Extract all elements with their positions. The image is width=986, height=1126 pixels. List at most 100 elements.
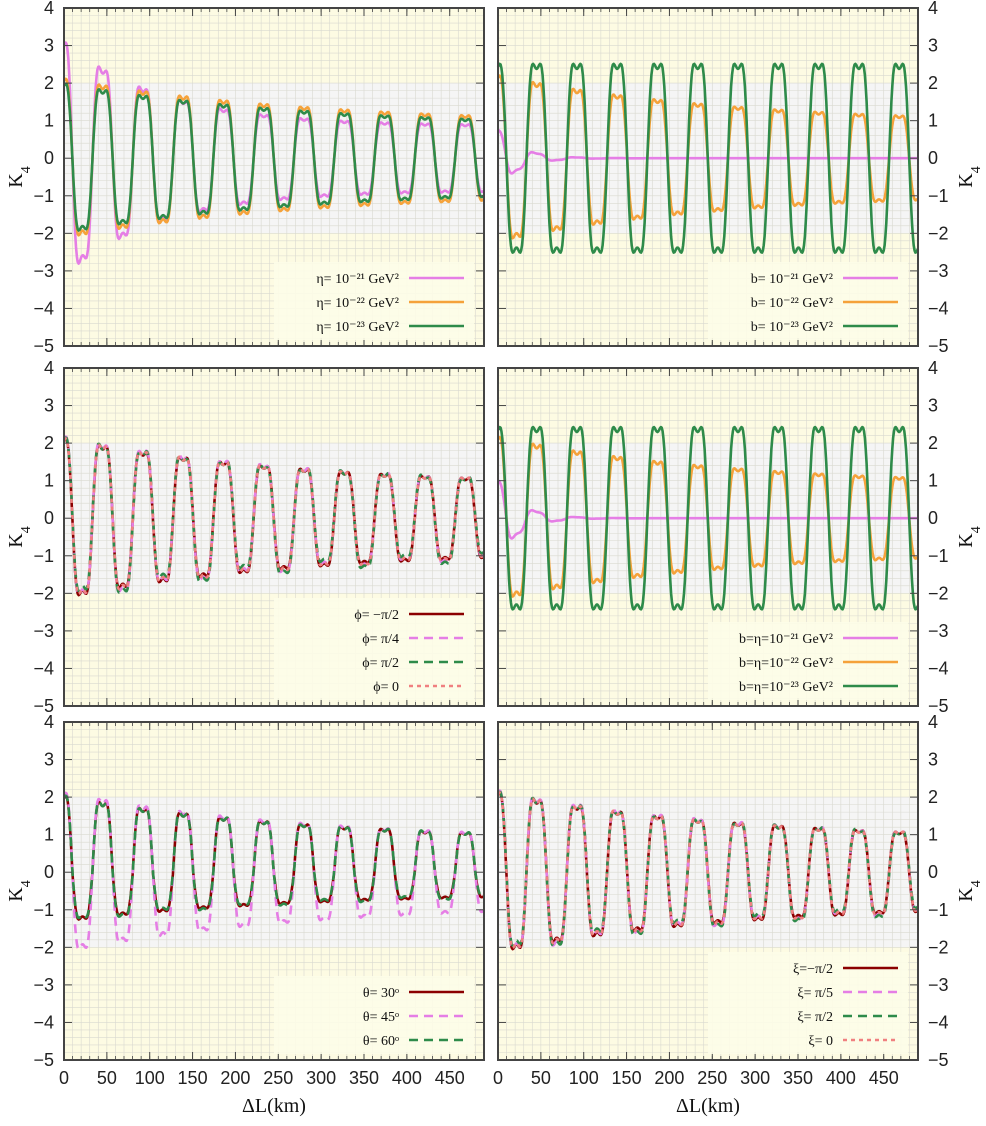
y-tick-label: −3 <box>928 261 949 281</box>
x-tick-label: 150 <box>612 1068 642 1088</box>
y-tick-label: 1 <box>928 111 938 131</box>
series-line-4 <box>62 437 485 596</box>
y-axis-title-main: K <box>955 887 977 902</box>
y-axis-title-main: K <box>955 533 977 548</box>
x-tick-label: 350 <box>349 1068 379 1088</box>
x-tick-label: 50 <box>531 1068 551 1088</box>
series-line-4 <box>496 791 919 950</box>
y-axis-title: K4 <box>5 166 34 187</box>
x-tick-label: 400 <box>826 1068 856 1088</box>
y-tick-label: −4 <box>33 1012 54 1032</box>
y-axis-title: K4 <box>955 526 984 547</box>
y-tick-label: 3 <box>928 396 938 416</box>
x-tick-label: 300 <box>306 1068 336 1088</box>
y-tick-label: −1 <box>33 186 54 206</box>
y-tick-label: −5 <box>33 336 54 356</box>
y-tick-label: −4 <box>928 658 949 678</box>
x-tick-label: 0 <box>493 1068 503 1088</box>
y-tick-label: −5 <box>928 336 949 356</box>
y-axis-title-main: K <box>5 533 27 548</box>
x-tick-label: 300 <box>740 1068 770 1088</box>
series-line-3 <box>496 62 920 254</box>
x-tick-label: 100 <box>135 1068 165 1088</box>
y-tick-label: 0 <box>928 862 938 882</box>
y-tick-label: 4 <box>928 0 938 18</box>
x-tick-label: 400 <box>392 1068 422 1088</box>
y-tick-label: −2 <box>33 937 54 957</box>
y-tick-label: −2 <box>928 223 949 243</box>
y-tick-label: −1 <box>928 186 949 206</box>
x-tick-label: 50 <box>97 1068 117 1088</box>
y-tick-label: 0 <box>44 862 54 882</box>
y-axis-title: K4 <box>5 880 34 901</box>
y-tick-label: −1 <box>33 900 54 920</box>
legend-label: ξ= 0 <box>808 1034 833 1049</box>
legend-label: η= 10⁻²³ GeV² <box>316 320 399 335</box>
y-axis-title: K4 <box>5 526 34 547</box>
y-tick-label: −3 <box>928 975 949 995</box>
y-tick-label: −4 <box>33 298 54 318</box>
legend-label: ϕ= 0 <box>373 680 399 695</box>
legend-label: b= 10⁻²² GeV² <box>751 296 833 311</box>
x-tick-label: 100 <box>569 1068 599 1088</box>
y-tick-label: 0 <box>44 148 54 168</box>
y-tick-label: 2 <box>44 433 54 453</box>
y-tick-label: 0 <box>928 148 938 168</box>
y-tick-label: 3 <box>928 750 938 770</box>
legend-label: η= 10⁻²² GeV² <box>316 296 399 311</box>
x-tick-label: 450 <box>869 1068 899 1088</box>
panel-frame <box>497 7 919 347</box>
legend-label: ϕ= π/2 <box>362 656 399 671</box>
legend-label: b= 10⁻²³ GeV² <box>751 320 833 335</box>
x-tick-label: 450 <box>435 1068 465 1088</box>
panel-frame <box>497 721 919 1061</box>
y-tick-label: −3 <box>33 975 54 995</box>
y-tick-label: −1 <box>33 546 54 566</box>
y-tick-label: 2 <box>928 433 938 453</box>
x-tick-label: 350 <box>783 1068 813 1088</box>
y-tick-label: 0 <box>44 508 54 528</box>
y-axis-title-main: K <box>5 173 27 188</box>
y-tick-label: 1 <box>44 471 54 491</box>
legend-label: b=η=10⁻²² GeV² <box>739 656 833 671</box>
y-tick-label: 2 <box>44 787 54 807</box>
y-tick-label: 1 <box>44 825 54 845</box>
panel-frame <box>63 721 485 1061</box>
series-line-3 <box>496 425 920 611</box>
y-tick-label: 2 <box>44 73 54 93</box>
y-tick-label: −1 <box>928 546 949 566</box>
y-tick-label: −4 <box>33 658 54 678</box>
x-tick-label: 250 <box>263 1068 293 1088</box>
y-tick-label: 4 <box>928 712 938 732</box>
y-tick-label: 4 <box>44 712 54 732</box>
y-tick-label: −2 <box>33 223 54 243</box>
y-tick-label: −5 <box>33 696 54 716</box>
y-tick-label: −3 <box>33 621 54 641</box>
legend-label: b= 10⁻²¹ GeV² <box>751 272 833 287</box>
y-axis-title-sub: 4 <box>19 166 34 173</box>
y-axis-title: K4 <box>955 166 984 187</box>
x-tick-label: 200 <box>220 1068 250 1088</box>
x-tick-label: 0 <box>59 1068 69 1088</box>
x-tick-label: 150 <box>178 1068 208 1088</box>
y-axis-title-sub: 4 <box>19 880 34 887</box>
y-tick-label: −3 <box>33 261 54 281</box>
y-tick-label: 3 <box>44 750 54 770</box>
series-line-3 <box>62 794 485 920</box>
legend-label: b=η=10⁻²³ GeV² <box>739 680 833 695</box>
y-axis-title: K4 <box>955 880 984 901</box>
x-axis-title: ΔL(km) <box>676 1095 740 1117</box>
legend-label: θ= 60ᵒ <box>363 1034 399 1049</box>
y-tick-label: 1 <box>928 825 938 845</box>
y-tick-label: 4 <box>44 0 54 18</box>
legend-label: θ= 30ᵒ <box>363 986 399 1001</box>
legend-label: b=η=10⁻²¹ GeV² <box>739 632 833 647</box>
y-tick-label: −4 <box>928 298 949 318</box>
x-tick-label: 200 <box>654 1068 684 1088</box>
y-axis-title-main: K <box>5 887 27 902</box>
